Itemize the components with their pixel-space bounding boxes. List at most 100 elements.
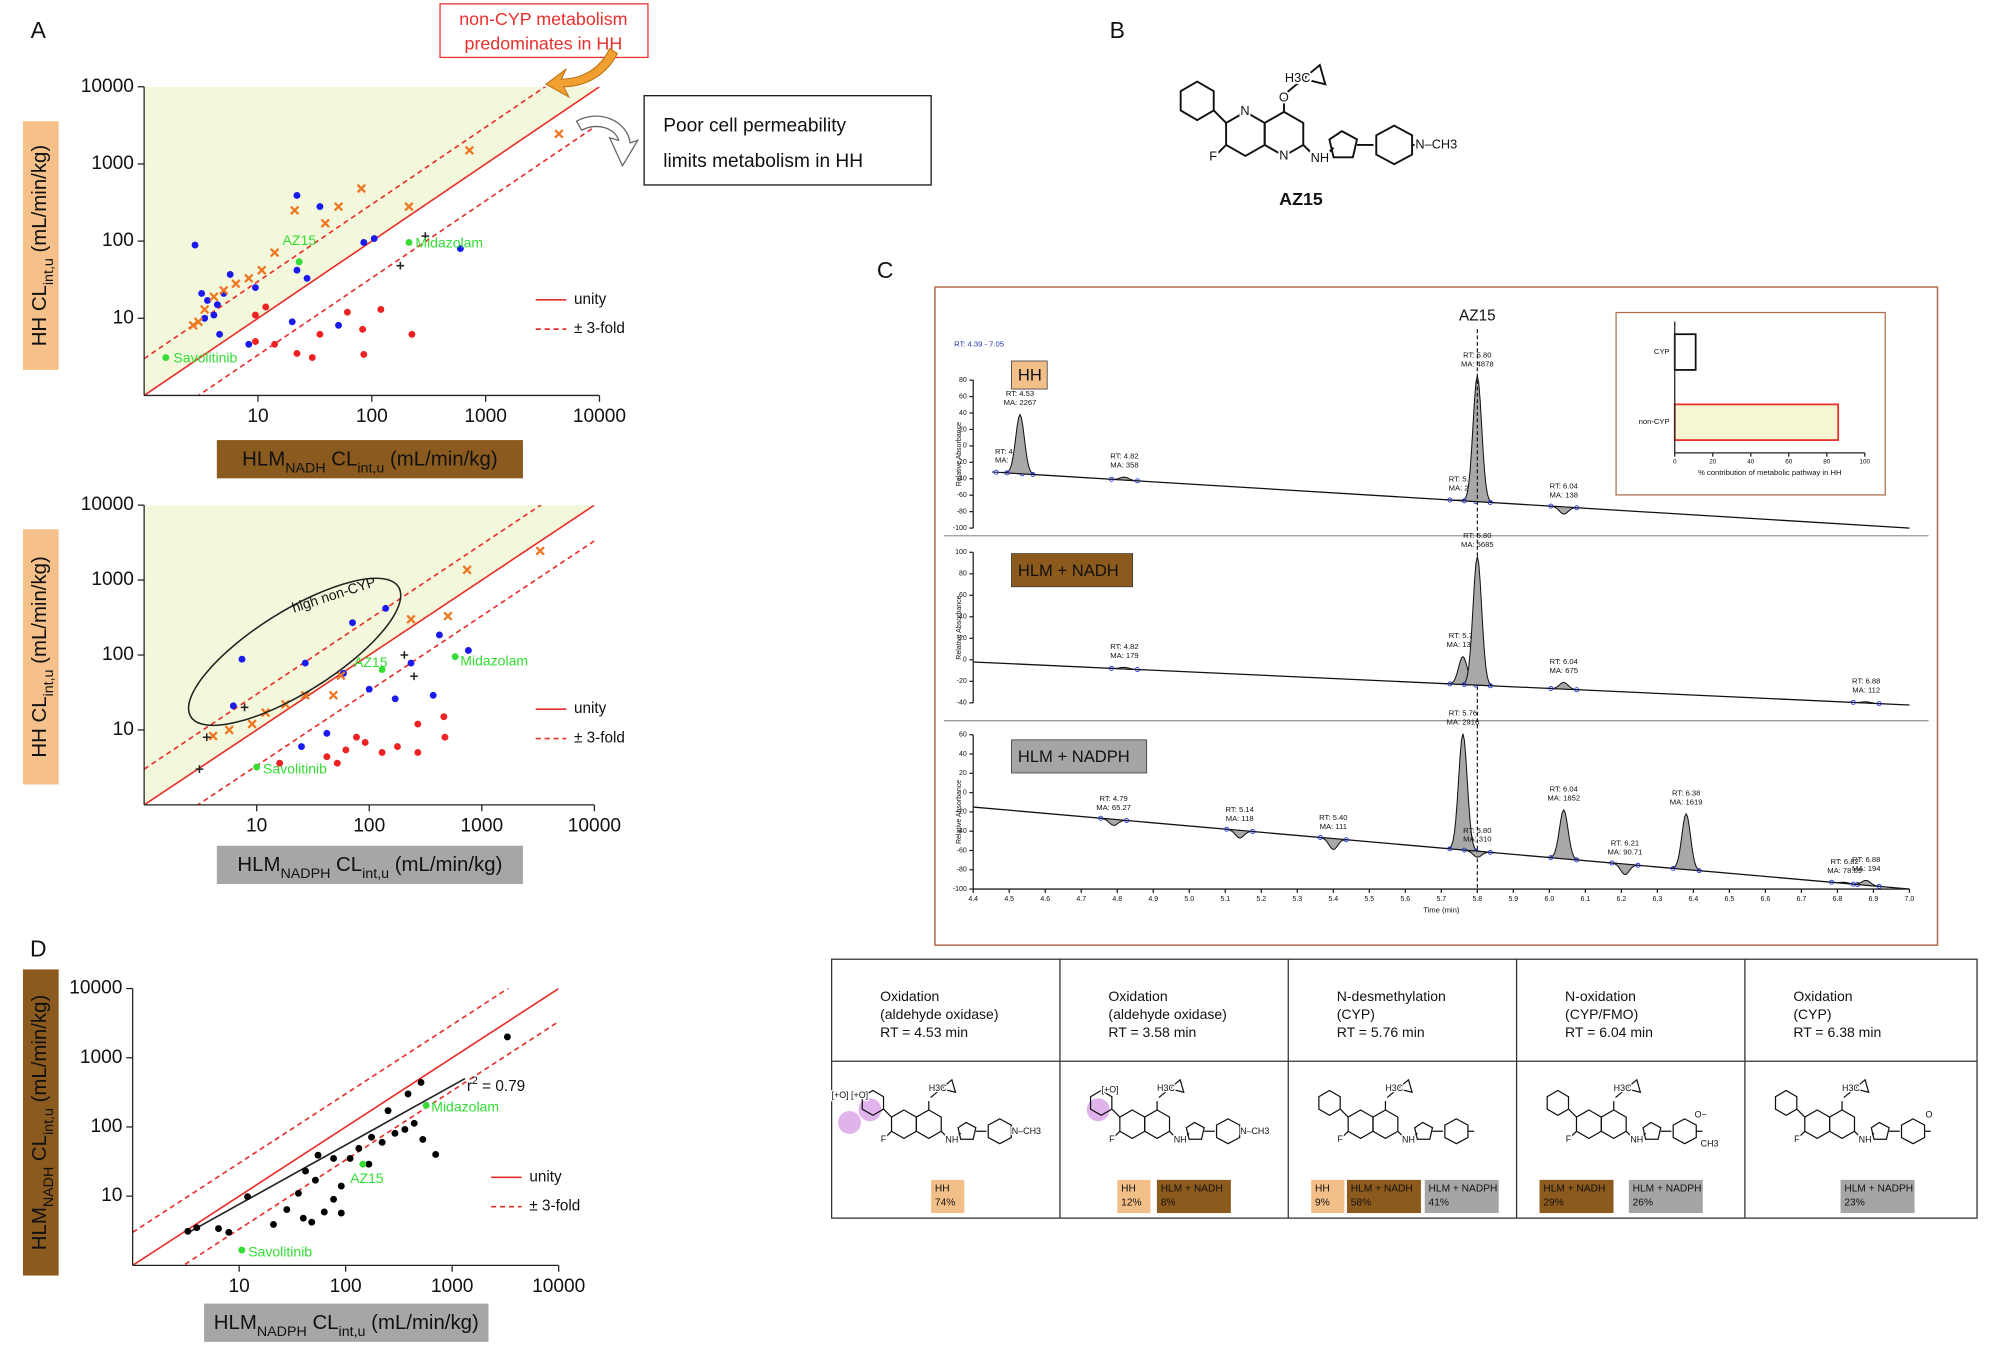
peak-bound [1004,470,1010,476]
axis-label-part: (mL/min/kg) [29,995,51,1108]
data-point [336,671,346,681]
percent-badge [1840,1179,1915,1214]
axis-label-part: (mL/min/kg) [384,449,497,471]
data-point [251,284,259,292]
peak-rt-label: RT: 6.88 [1852,855,1880,864]
x-tick-label: 100 [353,816,385,837]
atom-label: F [1109,1134,1115,1144]
data-point [419,1135,427,1143]
data-point [353,733,360,741]
peak-rt-label: RT: 6.04 [1550,657,1579,666]
data-point [204,297,211,304]
x-tick-label: 7.0 [1905,896,1915,903]
data-point [283,1206,291,1213]
panel-label: A [31,17,47,43]
y-tick-label: 60 [959,592,967,599]
data-point [262,303,270,311]
atom-label: F [1794,1134,1800,1144]
regression-line [190,1077,466,1233]
x-label-box [216,440,523,479]
data-point [162,354,170,361]
data-point [384,1107,392,1115]
y-tick-label: -80 [957,509,967,516]
table-header-text: (aldehyde oxidase) [1108,1006,1226,1022]
legend-label: unity [574,291,607,308]
percent-badge-value: 26% [1633,1198,1653,1209]
data-point [365,685,373,693]
axis-label-subscript: NADH [41,1167,57,1207]
percent-badge-value: 29% [1543,1198,1563,1209]
data-point [503,1033,511,1041]
atom-label: NH [945,1135,958,1145]
data-point [293,192,301,199]
peak-bound [1609,860,1615,866]
peak-area-label: MA: 112 [1852,685,1880,694]
y-tick-label: -60 [957,847,967,854]
atom-label: NH [1859,1135,1872,1145]
data-point [368,1133,375,1141]
point-label: Savolitinib [173,349,237,365]
x-tick-label: 1000 [461,816,504,837]
data-point [346,1155,354,1162]
peak-area-label: MA: 358 [1110,461,1138,470]
data-point [421,232,430,240]
data-point [464,145,475,155]
data-point [202,733,211,742]
peak-area-label: MA: 1619 [1670,797,1703,806]
table-header-text: (CYP) [1337,1006,1375,1022]
x-tick-label: 4.8 [1112,896,1122,903]
percent-badge [931,1179,965,1214]
peak-bound [1109,476,1114,482]
axis-label-part: HLM [237,854,280,876]
data-point [316,203,324,211]
data-point [213,301,221,309]
y-tick-label: 1000 [80,1047,123,1068]
y-tick-label: 40 [959,614,967,621]
atom-label: N [1279,147,1288,162]
table-header-text: RT = 4.53 min [880,1024,968,1040]
data-point [209,292,219,302]
data-point [294,1189,302,1197]
peak-bound [1876,701,1882,707]
peak-bound [1487,683,1493,689]
peak-bound [1670,865,1676,871]
table-header-text: RT = 6.38 min [1793,1024,1881,1040]
peak-bound [1850,881,1856,887]
data-point [554,129,564,139]
data-point [308,1218,316,1226]
peak-bound [1574,687,1580,693]
y-tick-label: -60 [957,492,967,499]
annotation-ellipse [187,577,402,727]
peak-rt-label: RT: 4.82 [1110,642,1138,651]
data-point [462,565,472,575]
legend-label: ± 3-fold [574,320,625,337]
data-point [320,1208,328,1216]
x-tick-label: 6.2 [1617,896,1627,903]
peak-area-label: MA: 118 [1226,814,1254,823]
data-point [198,289,206,297]
y-axis-title: Relative Absorbance [956,780,963,844]
peak-rt-label: RT: 6.21 [1611,839,1639,848]
atom-label: F [1337,1134,1343,1144]
data-point [225,1228,233,1236]
data-point [216,330,224,338]
x-tick-label: 6.9 [1869,896,1879,903]
data-point [451,653,459,661]
annotation-box [643,95,932,186]
atom-label: NH [1311,150,1329,165]
peak-rt-label: RT: 5.80 [1463,531,1491,540]
data-point [396,261,405,270]
data-point [299,1214,307,1222]
y-tick-label: 100 [91,1116,123,1137]
data-point [400,651,409,659]
atom-label: H3C [929,1083,947,1093]
reference-line [132,988,510,1234]
data-point [320,218,330,228]
axis-label-part: (mL/min/kg) [389,854,502,876]
reference-line [144,86,547,360]
data-point [333,201,344,212]
data-point [405,239,413,246]
y-axis-title: Relative Absorbance [956,595,963,659]
x-tick-label: 4.9 [1148,896,1158,903]
peak-bound [1548,686,1554,692]
